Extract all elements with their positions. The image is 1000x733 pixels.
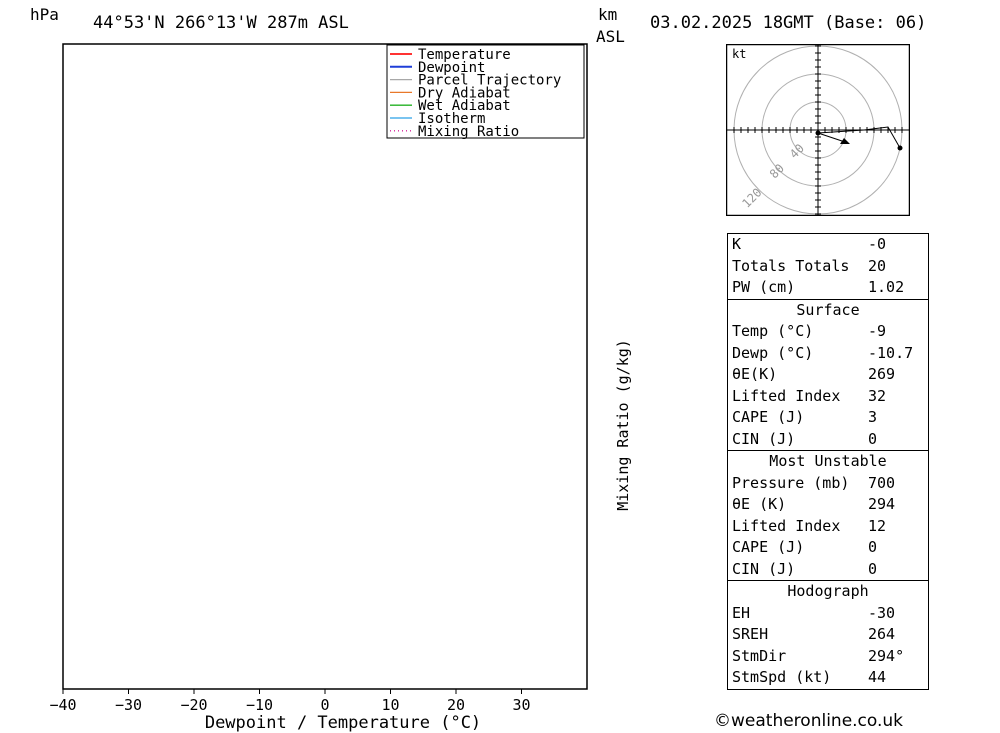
legend-entry: Temperature [418,47,511,63]
surface-row: Dewp (°C) -10.7 [732,343,914,362]
location-label: 44°53'N 266°13'W 287m ASL [93,13,349,33]
temp-tick-label: 30 [512,696,530,714]
most-unstable-row: θE (K) 294 [732,495,896,513]
mixing-ratio-axis-title: Mixing Ratio (g/kg) [614,339,632,511]
surface-row: CIN (J) 0 [732,429,878,448]
temp-tick-label: −20 [180,696,207,714]
legend-entry: Mixing Ratio [418,124,519,140]
temp-tick-label: 20 [447,696,465,714]
most-unstable-row: Pressure (mb) 700 [732,473,896,492]
hodograph-row: EH -30 [732,603,896,622]
hodograph-row: StmDir 294° [732,646,905,665]
temp-tick-label: −40 [49,696,76,714]
height-unit-asl: ASL [596,27,625,46]
legend-entry: Dry Adiabat [418,85,511,101]
most-unstable-row: CAPE (J) 0 [732,538,878,556]
height-unit-km: km [598,5,618,24]
surface-section: Surface Temp (°C) -9 Dewp (°C) -10.7 θE(K)… [728,298,928,451]
surface-row: CAPE (J) 3 [732,408,878,426]
hodograph-row: SREH 264 [732,625,896,643]
legend-entry: Isotherm [418,111,485,127]
index-row-pw: PW (cm) 1.02 [732,278,905,296]
index-row-totals: Totals Totals 20 [732,256,887,275]
hodograph-point-top [897,145,903,151]
storm-motion-arrowhead [840,138,850,144]
copyright-footer: ©weatheronline.co.uk [714,711,904,731]
surface-row: Temp (°C) -9 [732,322,887,340]
temp-tick-label: −30 [115,696,142,714]
x-axis-title: Dewpoint / Temperature (°C) [205,713,481,733]
legend-entry: Parcel Trajectory [418,73,561,89]
legend-entry: Wet Adiabat [418,98,511,114]
hodograph-section: Hodograph EH -30 SREH 264 StmDir 294° StmSp… [728,580,928,689]
indices-table: K -0 Totals Totals 20 PW (cm) 1.02 Surface … [727,233,929,690]
temp-tick-label: 10 [381,696,399,714]
surface-row: θE(K) 269 [732,365,896,383]
hodograph: kt 40 80 120 [726,44,910,216]
most-unstable-row: CIN (J) 0 [732,559,878,578]
surface-title: Surface [796,300,860,319]
legend-entry: Dewpoint [418,60,485,76]
most-unstable-row: Lifted Index 12 [732,516,887,535]
index-row-k: K -0 [732,235,887,253]
surface-row: Lifted Index 32 [732,386,887,405]
hodograph-unit: kt [732,47,746,61]
most-unstable-section: Most Unstable Pressure (mb) 700 θE (K) 294… [728,450,928,580]
indices-section: K -0 Totals Totals 20 PW (cm) 1.02 [728,234,928,299]
temp-tick-label: 0 [320,696,329,714]
most-unstable-title: Most Unstable [769,452,887,470]
plot-frame [62,43,588,690]
temp-tick-label: −10 [246,696,273,714]
hodograph-trace [817,126,901,149]
hodograph-title: Hodograph [787,582,869,600]
pressure-unit-label: hPa [30,5,59,24]
hodograph-row: StmSpd (kt) 44 [732,668,887,686]
datetime-label: 03.02.2025 18GMT (Base: 06) [650,13,927,33]
